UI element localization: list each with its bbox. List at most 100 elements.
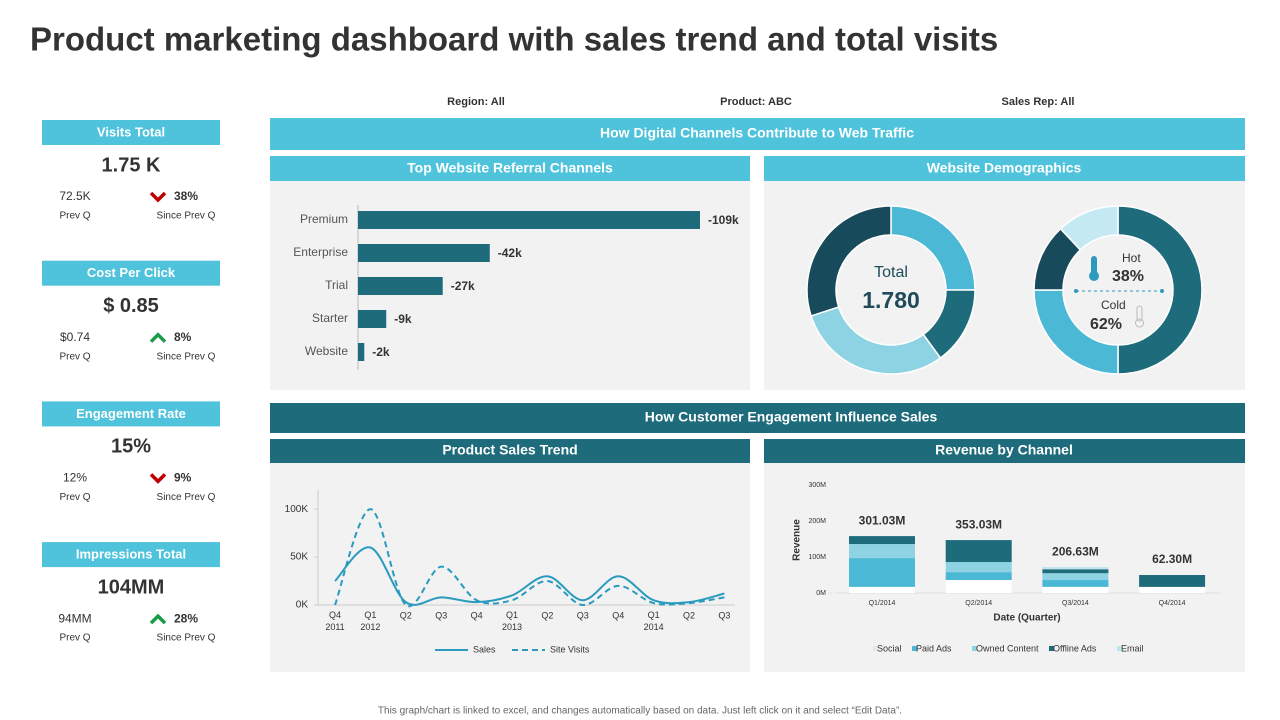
center-value: 1.780: [862, 287, 920, 313]
bar-segment: [849, 586, 915, 593]
group-share: 62%: [1090, 316, 1122, 333]
x-tick-label: Q1 2014: [644, 610, 664, 632]
y-tick-label: 300M: [808, 482, 826, 489]
kpi-change: 9%: [174, 471, 192, 485]
kpi-previous-label: Prev Q: [59, 492, 90, 503]
kpi-direction-icon: [149, 191, 167, 203]
kpi-previous: $0.74: [60, 330, 90, 344]
legend-swatch: [1117, 646, 1122, 651]
kpi-value: 1.75 K: [102, 154, 161, 176]
group-share: 38%: [1112, 268, 1144, 285]
total-label: 353.03M: [955, 517, 1002, 531]
category-label: Premium: [300, 212, 348, 226]
filter[interactable]: Sales Rep: All: [1002, 96, 1075, 108]
y-tick-label: 100K: [285, 504, 309, 515]
legend-swatch: [873, 646, 878, 651]
legend-swatch: [972, 646, 977, 651]
y-tick-label: 100M: [808, 554, 826, 561]
bar: [358, 211, 700, 229]
hot-icon: [1089, 271, 1099, 281]
kpi-change: 8%: [174, 330, 192, 344]
kpi-direction-icon: [149, 473, 167, 484]
x-tick-label: Q4 2011: [325, 610, 344, 632]
divider-dot: [1074, 289, 1078, 293]
x-tick-label: Q3: [435, 610, 447, 620]
bar: [358, 277, 443, 295]
kpi-header: [42, 260, 220, 286]
center-label: Total: [874, 264, 908, 281]
bar-segment: [945, 580, 1012, 593]
y-tick-label: 200M: [808, 518, 826, 525]
kpi-value: $ 0.85: [103, 295, 159, 317]
bar: [358, 310, 387, 328]
donut-segment: [806, 205, 892, 317]
x-tick-label: Q3: [718, 610, 730, 620]
data-label: -2k: [372, 345, 390, 359]
data-label: -27k: [451, 279, 475, 293]
panel-header: [270, 156, 750, 181]
footer-note: This graph/chart is linked to excel, and…: [378, 706, 902, 717]
x-tick-label: Q1/2014: [869, 600, 896, 607]
panel-header: [764, 156, 1245, 181]
x-tick-label: Q3: [577, 610, 589, 620]
filter[interactable]: Product: ABC: [720, 96, 792, 108]
legend-label: Owned Content: [976, 643, 1039, 653]
legend-label: Sales: [473, 644, 496, 654]
panel: [270, 439, 750, 672]
x-tick-label: Q1 2012: [360, 610, 380, 632]
bar-segment: [945, 562, 1012, 573]
bar-segment: [849, 536, 915, 545]
kpi-previous-label: Prev Q: [59, 211, 90, 222]
section-header: [270, 403, 1245, 433]
bar-segment: [1139, 586, 1206, 593]
kpi-previous-label: Prev Q: [59, 351, 90, 362]
group-label: Hot: [1122, 251, 1141, 265]
data-label: -9k: [394, 312, 412, 326]
kpi-previous: 12%: [63, 471, 87, 485]
page-title: Product marketing dashboard with sales t…: [30, 21, 998, 58]
bar-segment: [849, 544, 915, 559]
legend-label: Email: [1121, 643, 1144, 653]
bar-segment: [945, 572, 1012, 581]
kpi-title: Cost Per Click: [87, 265, 176, 280]
kpi-change-label: Since Prev Q: [157, 492, 216, 503]
data-label: -109k: [708, 213, 739, 227]
x-tick-label: Q2: [683, 610, 695, 620]
x-tick-label: Q1 2013: [502, 610, 522, 632]
x-tick-label: Q2/2014: [965, 600, 992, 607]
x-tick-label: Q4: [471, 610, 483, 620]
section-title: How Digital Channels Contribute to Web T…: [600, 125, 914, 141]
kpi-value: 104MM: [98, 576, 165, 598]
kpi-header: [42, 401, 220, 427]
kpi-change-label: Since Prev Q: [157, 351, 216, 362]
y-tick-label: 0M: [816, 590, 826, 597]
panel-title: Product Sales Trend: [442, 442, 577, 458]
x-axis-title: Date (Quarter): [993, 613, 1060, 624]
category-label: Website: [305, 344, 348, 358]
data-label: -42k: [498, 246, 522, 260]
bar: [358, 244, 490, 262]
hot-icon: [1091, 256, 1097, 274]
legend-label: Social: [877, 643, 902, 653]
y-axis-title: Revenue: [792, 519, 803, 561]
filter[interactable]: Region: All: [447, 96, 505, 108]
y-tick-label: 0K: [296, 600, 309, 611]
panel-header: [764, 439, 1245, 463]
legend-label: Paid Ads: [916, 643, 952, 653]
kpi-title: Visits Total: [97, 124, 165, 139]
kpi-title: Engagement Rate: [76, 406, 186, 421]
bar-segment: [1042, 580, 1109, 587]
divider-dot: [1160, 289, 1164, 293]
bar-segment: [1042, 569, 1109, 574]
x-tick-label: Q4: [612, 610, 624, 620]
kpi-change: 38%: [174, 189, 198, 203]
kpi-direction-icon: [149, 332, 167, 343]
cold-icon: [1136, 305, 1143, 322]
bar-segment: [1042, 586, 1109, 593]
kpi-previous: 72.5K: [59, 189, 90, 203]
kpi-header: [42, 120, 220, 145]
kpi-value: 15%: [111, 436, 151, 458]
kpi-previous-label: Prev Q: [59, 633, 90, 644]
total-label: 206.63M: [1052, 544, 1099, 558]
